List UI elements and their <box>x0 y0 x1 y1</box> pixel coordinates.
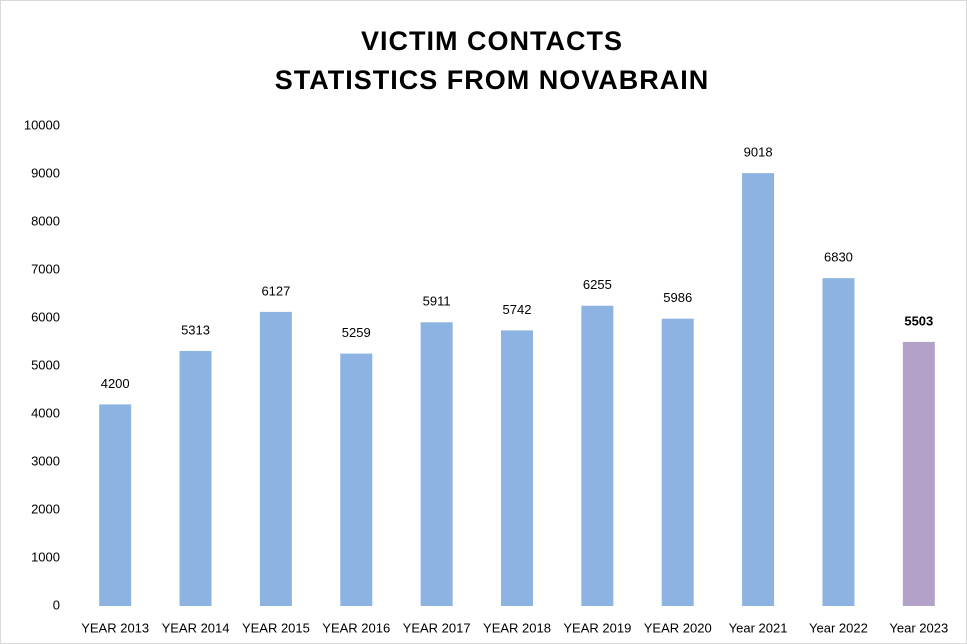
data-label: 6127 <box>261 283 290 298</box>
data-label: 5911 <box>423 294 451 309</box>
x-tick-label: Year 2021 <box>729 620 788 635</box>
data-label: 9018 <box>744 145 773 160</box>
data-label: 5313 <box>181 322 210 337</box>
bar <box>340 353 373 606</box>
bar <box>179 350 212 606</box>
chart-title: VICTIM CONTACTS <box>361 26 623 56</box>
y-tick-label: 4000 <box>31 405 60 420</box>
data-label: 5742 <box>503 302 532 317</box>
y-tick-label: 0 <box>53 597 60 612</box>
data-label: 6830 <box>824 250 853 265</box>
bar <box>661 318 694 606</box>
data-label: 6255 <box>583 277 612 292</box>
bar <box>902 341 935 606</box>
bar <box>501 330 533 606</box>
x-tick-label: YEAR 2014 <box>162 620 230 635</box>
y-tick-label: 7000 <box>31 261 60 276</box>
x-tick-label: Year 2022 <box>809 620 868 635</box>
data-label: 5259 <box>342 325 371 340</box>
y-tick-label: 10000 <box>24 117 60 132</box>
x-tick-label: YEAR 2018 <box>483 620 551 635</box>
y-tick-label: 2000 <box>31 501 60 516</box>
chart-title: STATISTICS FROM NOVABRAIN <box>275 65 709 95</box>
data-label: 4200 <box>101 376 130 391</box>
y-tick-label: 3000 <box>31 453 60 468</box>
y-tick-label: 9000 <box>31 165 60 180</box>
y-tick-label: 8000 <box>31 213 60 228</box>
data-label: 5986 <box>663 290 692 305</box>
y-tick-label: 1000 <box>31 549 60 564</box>
x-tick-label: YEAR 2019 <box>563 620 631 635</box>
x-tick-label: YEAR 2020 <box>644 620 712 635</box>
bar <box>742 173 775 607</box>
data-label: 5503 <box>904 313 933 328</box>
y-tick-label: 5000 <box>31 357 60 372</box>
bar <box>581 305 614 606</box>
bar <box>259 311 292 606</box>
bar <box>99 404 132 606</box>
x-tick-label: YEAR 2015 <box>242 620 310 635</box>
x-tick-label: YEAR 2017 <box>403 620 471 635</box>
bar <box>822 278 855 606</box>
x-tick-label: YEAR 2013 <box>81 620 149 635</box>
y-tick-label: 6000 <box>31 309 60 324</box>
bar <box>420 322 453 606</box>
x-tick-label: YEAR 2016 <box>322 620 390 635</box>
x-tick-label: Year 2023 <box>889 620 948 635</box>
